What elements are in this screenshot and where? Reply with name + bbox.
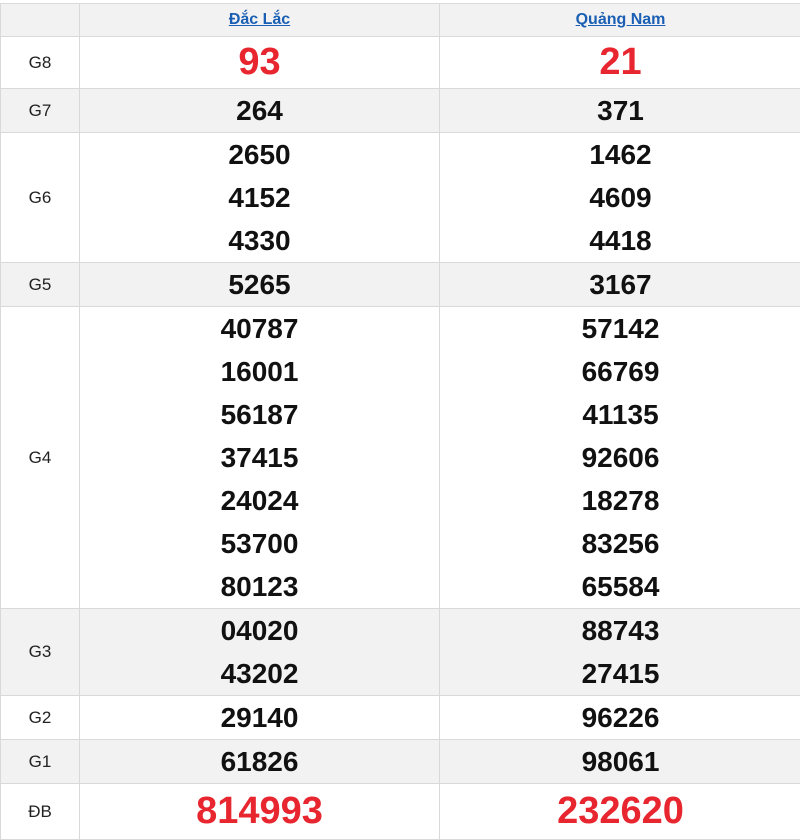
header-row: Đắc Lắc Quảng Nam xyxy=(1,4,800,37)
prize-label: ĐB xyxy=(1,784,80,840)
prize-number: 80123 xyxy=(80,565,439,608)
prize-number: 232620 xyxy=(440,784,800,839)
prize-cell: 232620 xyxy=(440,784,800,840)
prize-number: 66769 xyxy=(440,350,800,393)
province-header: Đắc Lắc xyxy=(80,4,440,37)
prize-number: 1462 xyxy=(440,133,800,176)
prize-label: G4 xyxy=(1,307,80,609)
prize-number: 43202 xyxy=(80,652,439,695)
prize-number: 24024 xyxy=(80,479,439,522)
prize-number: 53700 xyxy=(80,522,439,565)
prize-number: 4609 xyxy=(440,176,800,219)
prize-label: G3 xyxy=(1,609,80,696)
prize-number: 57142 xyxy=(440,307,800,350)
prize-number: 27415 xyxy=(440,652,800,695)
prize-number: 41135 xyxy=(440,393,800,436)
province-link-quang-nam[interactable]: Quảng Nam xyxy=(576,11,666,28)
prize-number: 37415 xyxy=(80,436,439,479)
prize-label: G1 xyxy=(1,740,80,784)
prize-label: G7 xyxy=(1,89,80,133)
prize-cell: 96226 xyxy=(440,696,800,740)
prize-number: 21 xyxy=(440,37,800,88)
province-link-dac-lac[interactable]: Đắc Lắc xyxy=(229,11,290,28)
prize-number: 5265 xyxy=(80,263,439,306)
prize-label: G5 xyxy=(1,263,80,307)
corner-cell xyxy=(1,4,80,37)
prize-number: 98061 xyxy=(440,740,800,783)
prize-number: 04020 xyxy=(80,609,439,652)
prize-number: 2650 xyxy=(80,133,439,176)
prize-number: 92606 xyxy=(440,436,800,479)
prize-cell: 29140 xyxy=(80,696,440,740)
prize-label: G6 xyxy=(1,133,80,263)
prize-cell: 21 xyxy=(440,37,800,89)
prize-number: 814993 xyxy=(80,784,439,839)
province-header: Quảng Nam xyxy=(440,4,800,37)
prize-cell: 371 xyxy=(440,89,800,133)
prize-number: 18278 xyxy=(440,479,800,522)
prize-cell: 61826 xyxy=(80,740,440,784)
prize-number: 4418 xyxy=(440,219,800,262)
prize-cell: 3167 xyxy=(440,263,800,307)
prize-number: 3167 xyxy=(440,263,800,306)
prize-number: 83256 xyxy=(440,522,800,565)
prize-number: 4330 xyxy=(80,219,439,262)
prize-label: G8 xyxy=(1,37,80,89)
prize-number: 371 xyxy=(440,89,800,132)
prize-cell: 93 xyxy=(80,37,440,89)
prize-number: 61826 xyxy=(80,740,439,783)
prize-number: 93 xyxy=(80,37,439,88)
prize-cell: 98061 xyxy=(440,740,800,784)
prize-number: 40787 xyxy=(80,307,439,350)
prize-number: 29140 xyxy=(80,696,439,739)
prize-number: 264 xyxy=(80,89,439,132)
prize-number: 16001 xyxy=(80,350,439,393)
prize-cell: 5265 xyxy=(80,263,440,307)
prize-cell: 264 xyxy=(80,89,440,133)
prize-number: 96226 xyxy=(440,696,800,739)
prize-cell: 814993 xyxy=(80,784,440,840)
prize-number: 88743 xyxy=(440,609,800,652)
prize-number: 65584 xyxy=(440,565,800,608)
prize-label: G2 xyxy=(1,696,80,740)
prize-number: 56187 xyxy=(80,393,439,436)
prize-number: 4152 xyxy=(80,176,439,219)
